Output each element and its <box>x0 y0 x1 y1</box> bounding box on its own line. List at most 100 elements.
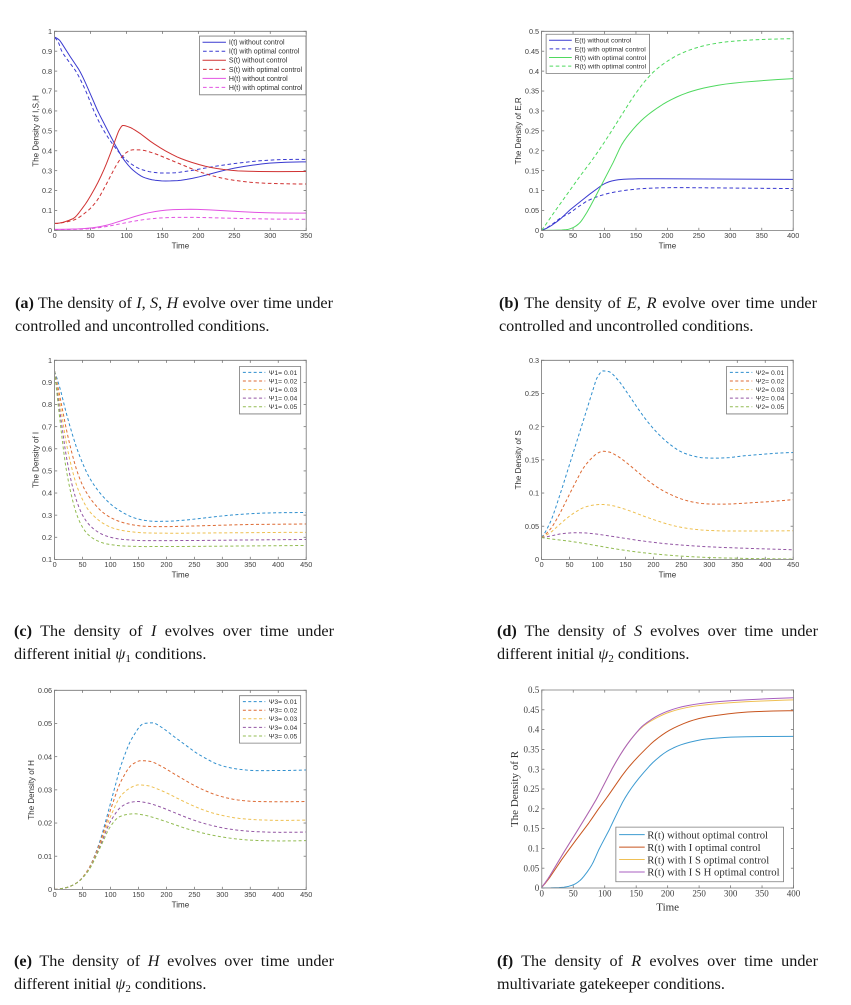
svg-text:400: 400 <box>759 560 771 569</box>
svg-text:350: 350 <box>244 560 256 569</box>
svg-text:200: 200 <box>661 889 675 899</box>
svg-text:450: 450 <box>787 560 799 569</box>
svg-text:1: 1 <box>48 27 52 36</box>
svg-text:0.8: 0.8 <box>42 67 52 76</box>
svg-text:0.15: 0.15 <box>525 166 539 175</box>
svg-text:50: 50 <box>78 560 86 569</box>
svg-text:Time: Time <box>656 901 679 913</box>
svg-text:0.25: 0.25 <box>524 784 540 794</box>
svg-text:0.25: 0.25 <box>525 389 539 398</box>
svg-text:R(t) with optimal control: R(t) with optimal control <box>575 64 647 71</box>
svg-text:S(t) with optimal control: S(t) with optimal control <box>229 67 303 74</box>
svg-text:300: 300 <box>724 231 736 240</box>
svg-text:50: 50 <box>78 890 86 899</box>
svg-text:0.2: 0.2 <box>528 804 539 814</box>
svg-text:Time: Time <box>172 242 190 251</box>
svg-text:Ψ1= 0.05: Ψ1= 0.05 <box>269 404 298 411</box>
svg-text:0.6: 0.6 <box>42 444 52 453</box>
svg-text:R(t) with optimal control: R(t) with optimal control <box>575 55 647 62</box>
svg-text:300: 300 <box>216 560 228 569</box>
svg-text:300: 300 <box>724 889 738 899</box>
svg-text:100: 100 <box>120 231 132 240</box>
svg-text:0.03: 0.03 <box>38 785 52 794</box>
svg-text:300: 300 <box>703 560 715 569</box>
svg-text:Time: Time <box>172 901 190 910</box>
svg-text:350: 350 <box>731 560 743 569</box>
svg-text:350: 350 <box>244 890 256 899</box>
svg-text:0: 0 <box>535 226 539 235</box>
svg-text:0: 0 <box>535 883 540 893</box>
svg-text:250: 250 <box>675 560 687 569</box>
svg-text:Ψ1= 0.04: Ψ1= 0.04 <box>269 396 298 403</box>
svg-text:E(t) without control: E(t) without control <box>575 38 632 45</box>
svg-text:0: 0 <box>53 560 57 569</box>
svg-text:0: 0 <box>540 231 544 240</box>
svg-text:0: 0 <box>48 226 52 235</box>
svg-text:0.06: 0.06 <box>38 686 52 695</box>
svg-text:The Density of E,R: The Density of E,R <box>514 97 523 164</box>
svg-text:0.4: 0.4 <box>42 146 52 155</box>
svg-text:0: 0 <box>53 231 57 240</box>
svg-text:0.3: 0.3 <box>42 511 52 520</box>
svg-text:0.25: 0.25 <box>525 126 539 135</box>
svg-text:0.1: 0.1 <box>42 206 52 215</box>
svg-text:Ψ3= 0.03: Ψ3= 0.03 <box>269 716 298 723</box>
svg-text:Ψ3= 0.01: Ψ3= 0.01 <box>269 699 298 706</box>
svg-text:250: 250 <box>228 231 240 240</box>
svg-text:Ψ3= 0.05: Ψ3= 0.05 <box>269 733 298 740</box>
svg-text:0.9: 0.9 <box>42 47 52 56</box>
svg-text:0.45: 0.45 <box>525 47 539 56</box>
svg-text:50: 50 <box>569 889 579 899</box>
svg-text:0.4: 0.4 <box>528 725 540 735</box>
svg-text:0.3: 0.3 <box>529 107 539 116</box>
svg-text:0.3: 0.3 <box>528 764 540 774</box>
svg-text:450: 450 <box>300 560 312 569</box>
svg-text:350: 350 <box>300 231 312 240</box>
svg-text:0: 0 <box>535 555 539 564</box>
svg-text:0.02: 0.02 <box>38 819 52 828</box>
svg-text:0.04: 0.04 <box>38 752 52 761</box>
svg-text:0.4: 0.4 <box>42 489 52 498</box>
svg-text:0.1: 0.1 <box>529 489 539 498</box>
svg-text:0.15: 0.15 <box>524 824 540 834</box>
svg-text:0.6: 0.6 <box>42 107 52 116</box>
svg-text:Ψ2= 0.03: Ψ2= 0.03 <box>756 387 785 394</box>
svg-text:0.2: 0.2 <box>529 146 539 155</box>
svg-text:E(t) with optimal control: E(t) with optimal control <box>575 46 647 53</box>
svg-text:0: 0 <box>53 890 57 899</box>
svg-text:Ψ3= 0.04: Ψ3= 0.04 <box>269 725 298 732</box>
svg-text:S(t) without control: S(t) without control <box>229 58 288 65</box>
svg-text:200: 200 <box>647 560 659 569</box>
svg-text:Ψ2= 0.04: Ψ2= 0.04 <box>756 396 785 403</box>
svg-text:200: 200 <box>192 231 204 240</box>
svg-text:0.5: 0.5 <box>42 467 52 476</box>
svg-text:100: 100 <box>104 890 116 899</box>
svg-text:250: 250 <box>188 560 200 569</box>
svg-text:1: 1 <box>48 356 52 365</box>
svg-text:Ψ2= 0.05: Ψ2= 0.05 <box>756 404 785 411</box>
svg-text:Ψ1= 0.02: Ψ1= 0.02 <box>269 378 298 385</box>
svg-text:50: 50 <box>565 560 573 569</box>
svg-text:200: 200 <box>661 231 673 240</box>
svg-text:150: 150 <box>132 560 144 569</box>
svg-text:Time: Time <box>659 571 677 580</box>
svg-text:0.1: 0.1 <box>42 555 52 564</box>
svg-text:0.15: 0.15 <box>525 455 539 464</box>
svg-text:Ψ2= 0.01: Ψ2= 0.01 <box>756 370 785 377</box>
svg-text:450: 450 <box>300 890 312 899</box>
svg-text:0.05: 0.05 <box>524 863 540 873</box>
svg-text:0: 0 <box>540 889 545 899</box>
svg-text:0.5: 0.5 <box>528 685 540 695</box>
svg-text:The Density of R: The Density of R <box>509 750 521 827</box>
svg-text:0.05: 0.05 <box>525 522 539 531</box>
svg-text:100: 100 <box>598 231 610 240</box>
svg-text:0.8: 0.8 <box>42 400 52 409</box>
svg-text:400: 400 <box>787 889 801 899</box>
svg-text:0.2: 0.2 <box>42 186 52 195</box>
svg-text:The Density of I: The Density of I <box>31 432 40 488</box>
svg-text:300: 300 <box>216 890 228 899</box>
svg-text:250: 250 <box>693 231 705 240</box>
svg-text:R(t) with I S optimal control: R(t) with I S optimal control <box>647 854 769 866</box>
svg-text:R(t) with I S H optimal contro: R(t) with I S H optimal control <box>647 867 779 879</box>
svg-text:R(t) without optimal control: R(t) without optimal control <box>647 829 768 841</box>
